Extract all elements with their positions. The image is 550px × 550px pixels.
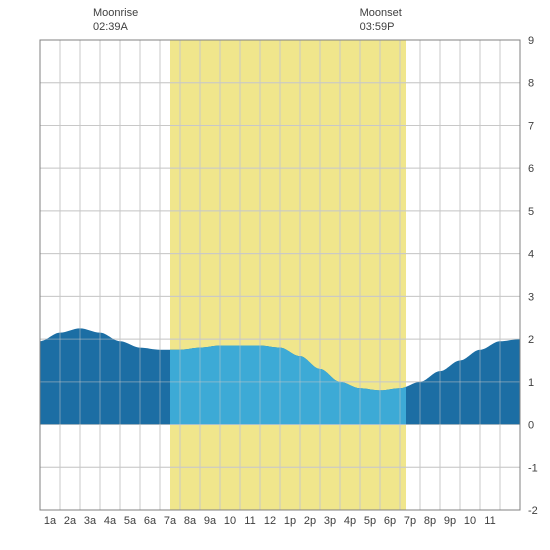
svg-text:8: 8 <box>528 78 534 90</box>
svg-text:2a: 2a <box>64 515 77 527</box>
svg-text:1: 1 <box>528 377 534 389</box>
svg-text:11: 11 <box>244 515 255 527</box>
svg-text:6p: 6p <box>384 515 396 527</box>
svg-text:4: 4 <box>528 249 534 261</box>
svg-text:-2: -2 <box>528 505 538 517</box>
moonrise-annotation: Moonrise 02:39A <box>93 6 138 35</box>
svg-text:9a: 9a <box>204 515 217 527</box>
moonrise-time: 02:39A <box>93 20 138 34</box>
svg-text:1a: 1a <box>44 515 57 527</box>
svg-text:9p: 9p <box>444 515 456 527</box>
svg-text:-1: -1 <box>528 462 538 474</box>
svg-text:5p: 5p <box>364 515 376 527</box>
moonrise-label: Moonrise <box>93 6 138 20</box>
svg-text:6: 6 <box>528 163 534 175</box>
moonset-label: Moonset <box>360 6 402 20</box>
svg-text:4p: 4p <box>344 515 356 527</box>
svg-text:7a: 7a <box>164 515 177 527</box>
svg-text:0: 0 <box>528 420 534 432</box>
svg-text:4a: 4a <box>104 515 117 527</box>
chart-svg: 1a2a3a4a5a6a7a8a9a1011121p2p3p4p5p6p7p8p… <box>0 0 550 550</box>
svg-text:1p: 1p <box>284 515 296 527</box>
moonset-annotation: Moonset 03:59P <box>360 6 402 35</box>
svg-text:5: 5 <box>528 206 534 218</box>
svg-text:8p: 8p <box>424 515 436 527</box>
svg-text:3p: 3p <box>324 515 336 527</box>
svg-text:8a: 8a <box>184 515 197 527</box>
svg-text:9: 9 <box>528 35 534 47</box>
svg-text:3a: 3a <box>84 515 97 527</box>
svg-text:2: 2 <box>528 334 534 346</box>
svg-text:3: 3 <box>528 291 534 303</box>
svg-text:5a: 5a <box>124 515 137 527</box>
svg-text:12: 12 <box>264 515 276 527</box>
svg-text:10: 10 <box>224 515 236 527</box>
svg-text:6a: 6a <box>144 515 157 527</box>
tide-chart: Moonrise 02:39A Moonset 03:59P 1a 2a 3a 4a 5… <box>0 0 550 550</box>
svg-text:7p: 7p <box>404 515 416 527</box>
svg-text:2p: 2p <box>304 515 316 527</box>
svg-text:7: 7 <box>528 120 534 132</box>
svg-text:11: 11 <box>484 515 495 527</box>
svg-text:10: 10 <box>464 515 476 527</box>
moonset-time: 03:59P <box>360 20 402 34</box>
